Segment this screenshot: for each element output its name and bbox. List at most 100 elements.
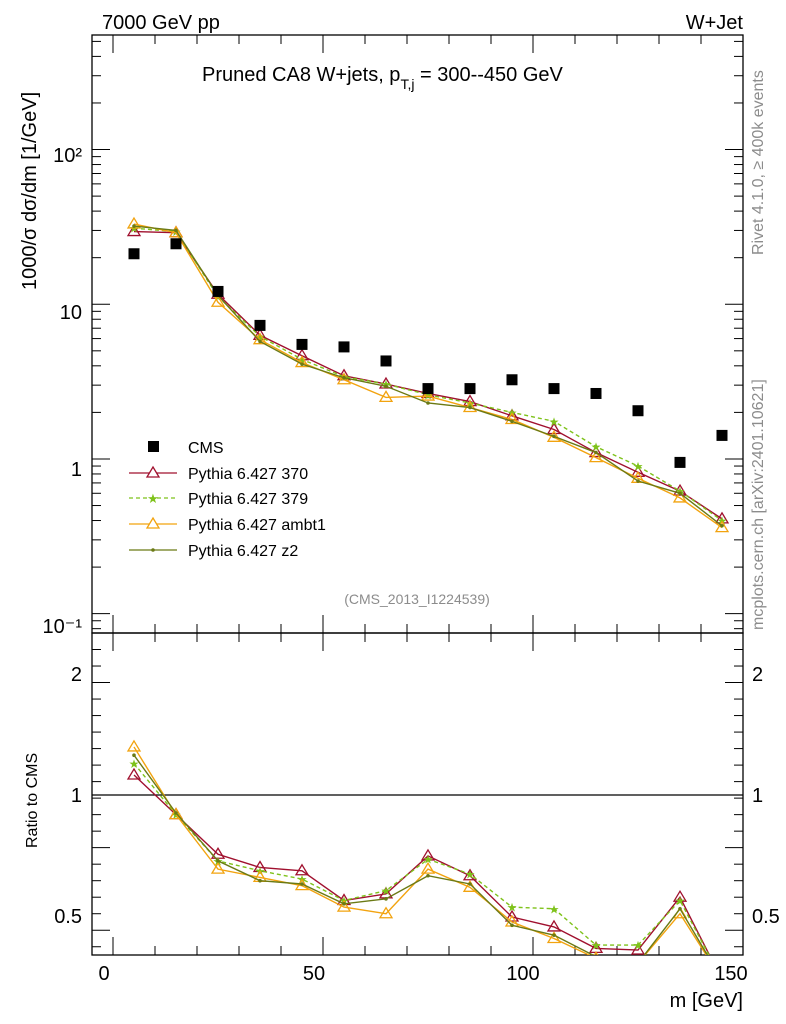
- ratio-point: [168, 807, 184, 820]
- x-tick-label: 100: [506, 963, 539, 985]
- series-point: [636, 479, 640, 483]
- series-point: [420, 388, 436, 401]
- ratio-tick-label: 0.5: [752, 906, 780, 928]
- data-point: [674, 456, 686, 468]
- legend-label-370: Pythia 6.427 370: [188, 466, 308, 483]
- main-plot-area: ★★★★★★★★★★★★★★★: [126, 216, 730, 533]
- data-point: [590, 387, 602, 399]
- data-point: [338, 341, 350, 353]
- ratio-tick-label: 2: [752, 664, 763, 686]
- ratio-point: [420, 861, 436, 874]
- ratio-point: ★: [675, 894, 686, 908]
- series-point: [720, 523, 724, 528]
- analysis-tag: (CMS_2013_I1224539): [344, 591, 490, 607]
- rivet-version-label: Rivet 4.1.0, ≥ 400k events: [750, 70, 767, 255]
- ratio-line: [133, 746, 708, 955]
- data-point: [464, 383, 476, 395]
- series-point: [258, 339, 262, 344]
- ratio-point: [210, 847, 226, 859]
- legend-label-cms: CMS: [188, 440, 224, 457]
- x-tick-label: 50: [303, 963, 325, 985]
- series-point: ★: [591, 440, 602, 454]
- ratio-point: [595, 954, 597, 955]
- ratio-point: ★: [381, 884, 392, 898]
- x-axis-label: m [GeV]: [670, 990, 743, 1012]
- legend-marker-cms: [148, 441, 159, 452]
- ratio-point: [636, 961, 640, 965]
- ratio-point: [632, 957, 644, 967]
- ratio-point: [546, 919, 562, 932]
- ratio-point: [258, 878, 262, 883]
- ratio-plot-area: ★★★★★★★★★★★★★★★: [126, 739, 711, 967]
- series-point: ★: [633, 460, 644, 474]
- ratio-point: [678, 906, 682, 911]
- ratio-point: [132, 753, 136, 757]
- y-tick-label: 10²: [53, 145, 82, 167]
- ratio-point: [552, 933, 556, 937]
- axis-ticks: [92, 35, 744, 955]
- series-point: [126, 224, 142, 237]
- series-point: [546, 422, 562, 435]
- series-point: [168, 225, 184, 238]
- data-point: [632, 405, 644, 417]
- series-point: ★: [297, 353, 308, 367]
- series-point: [552, 434, 556, 439]
- ratio-tick-label: 0.5: [54, 906, 82, 928]
- ratio-point: [468, 882, 472, 886]
- header-right: W+Jet: [686, 12, 744, 34]
- series-point: [300, 362, 304, 366]
- legend-marker-379: ★: [147, 491, 159, 506]
- data-point: [254, 319, 266, 331]
- x-tick-label: 150: [714, 963, 747, 985]
- ratio-point: [216, 859, 220, 863]
- series-point: ★: [423, 388, 434, 402]
- series-point: [462, 394, 478, 407]
- ratio-point: [210, 861, 226, 874]
- legend-marker-z2: [151, 548, 155, 552]
- series-point: [588, 450, 604, 463]
- series-point: [672, 490, 688, 503]
- data-point: [296, 338, 308, 350]
- ratio-panel-frame: [91, 632, 744, 956]
- ratio-point: [336, 899, 352, 912]
- y-axis-label: 1000/σ dσ/dm [1/GeV]: [19, 92, 41, 290]
- series-point: [132, 224, 136, 228]
- ratio-point: [342, 902, 346, 906]
- series-point: ★: [465, 396, 476, 410]
- header-left: 7000 GeV pp: [102, 12, 220, 34]
- ratio-point: [630, 942, 646, 955]
- series-point: [594, 450, 598, 455]
- ratio-point: ★: [633, 939, 644, 953]
- data-point: [170, 238, 182, 250]
- series-point: [510, 419, 514, 424]
- series-point: [210, 295, 226, 307]
- ratio-point: [300, 882, 304, 886]
- y-tick-label: 10: [60, 302, 82, 324]
- data-point: [548, 383, 560, 395]
- ratio-point: [384, 897, 388, 901]
- y-tick-label: 1: [71, 459, 82, 481]
- ratio-point: ★: [129, 757, 140, 771]
- legend-label-ambt1: Pythia 6.427 ambt1: [188, 517, 326, 534]
- series-point: [294, 355, 310, 368]
- series-point: ★: [255, 330, 266, 344]
- ratio-point: [126, 767, 142, 780]
- legend-marker-370: [145, 465, 161, 478]
- ratio-point: [174, 811, 178, 815]
- ratio-point: ★: [549, 902, 560, 916]
- ratio-point: ★: [507, 901, 518, 915]
- ratio-point: [510, 923, 514, 928]
- series-point: [384, 384, 388, 389]
- series-point: [714, 520, 730, 533]
- ratio-y-axis-label: Ratio to CMS: [24, 753, 41, 848]
- ratio-point: [462, 868, 478, 881]
- series-point: [126, 216, 142, 229]
- series-point: [426, 401, 430, 405]
- series-point: [678, 491, 682, 496]
- series-point: ★: [549, 415, 560, 429]
- ratio-point: [126, 739, 142, 752]
- series-point: [468, 405, 472, 410]
- series-point: ★: [129, 222, 140, 236]
- ratio-point: ★: [423, 853, 434, 867]
